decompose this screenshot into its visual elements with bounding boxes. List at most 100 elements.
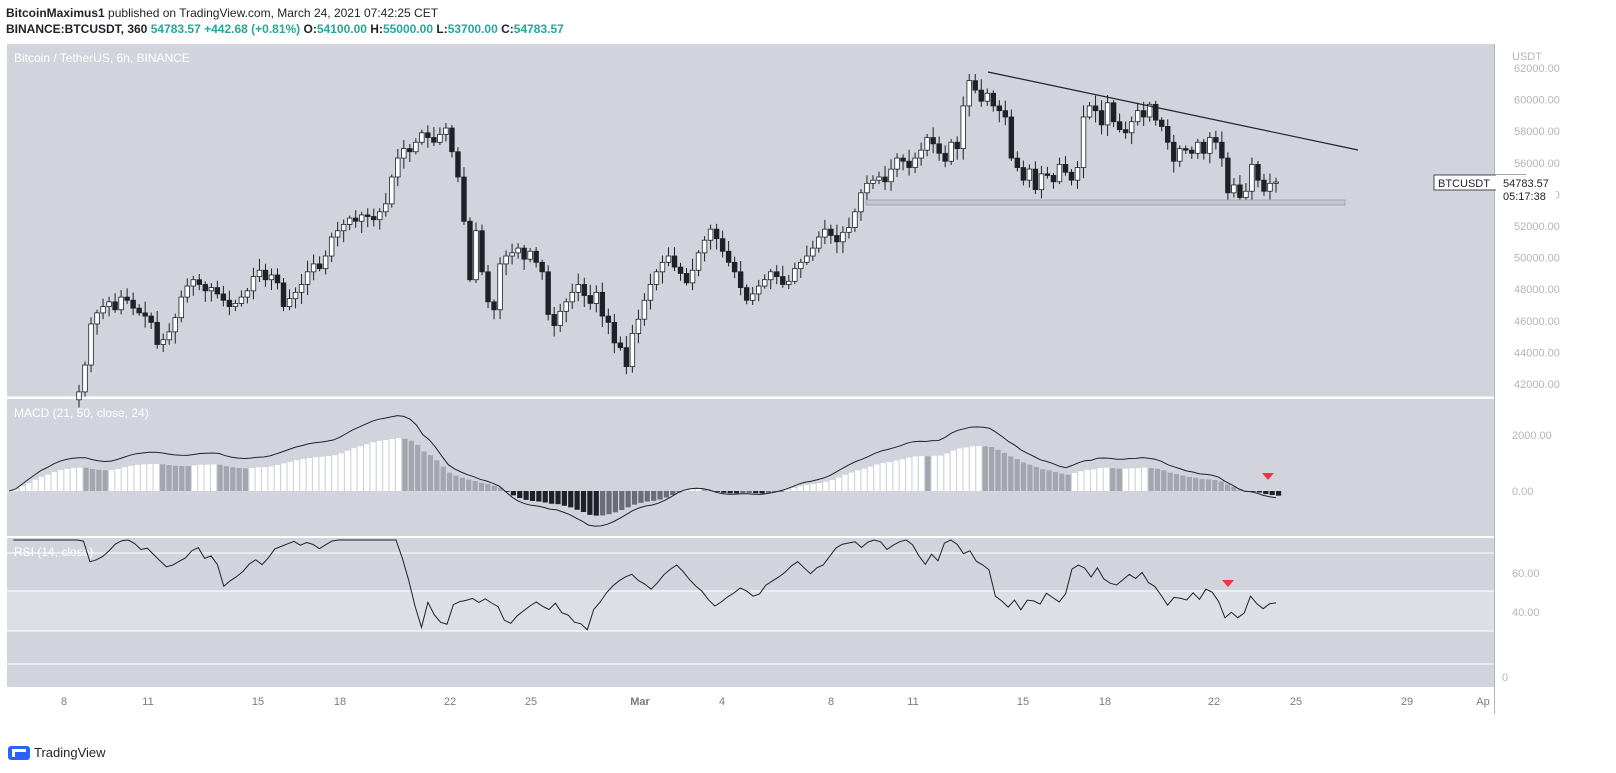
candle — [539, 259, 545, 280]
candle — [1026, 164, 1033, 188]
candle — [731, 256, 738, 279]
low-label: L: — [436, 22, 448, 36]
candle — [647, 273, 654, 310]
time-tick-1: 11 — [142, 696, 153, 708]
candle — [184, 278, 190, 303]
time-tick-6: Mar — [630, 696, 650, 708]
candle — [852, 208, 858, 232]
footer: TradingView — [8, 745, 106, 760]
price-pane[interactable] — [7, 44, 1494, 397]
last-value: 54783.57 — [150, 22, 201, 36]
candle — [816, 231, 822, 253]
time-tick-5: 25 — [525, 696, 537, 708]
price-tick-2: 58000.00 — [1514, 126, 1560, 138]
time-axis[interactable] — [7, 687, 1494, 714]
candle — [876, 171, 882, 185]
rsi-label: RSI (14, close) — [14, 545, 93, 559]
candle — [1002, 100, 1009, 126]
candle — [118, 290, 124, 315]
candle — [82, 361, 88, 397]
candle — [780, 265, 786, 288]
candle — [641, 293, 648, 326]
candle — [623, 336, 630, 375]
candle — [178, 290, 184, 323]
candle — [1213, 130, 1219, 150]
candle — [828, 224, 834, 244]
candle — [948, 139, 954, 165]
candle — [930, 127, 936, 154]
symbol-label: BINANCE:BTCUSDT, 360 — [6, 22, 148, 36]
macd-pane[interactable] — [7, 399, 1494, 536]
candle — [768, 268, 774, 290]
candle — [725, 241, 732, 267]
candle — [737, 260, 744, 296]
support-zone[interactable] — [865, 199, 1346, 206]
price-tick-10: 42000.00 — [1514, 379, 1560, 391]
candle — [503, 250, 509, 276]
candle — [298, 273, 305, 304]
candle — [990, 90, 996, 112]
time-tick-0: 8 — [61, 696, 67, 708]
candle — [870, 175, 876, 190]
candle — [1183, 145, 1189, 154]
candle — [545, 265, 551, 321]
macd-tick-0: 0.00 — [1512, 486, 1533, 498]
candle — [383, 193, 389, 217]
candle — [491, 299, 497, 320]
candle — [834, 224, 840, 254]
time-tick-9: 11 — [907, 696, 918, 708]
candle — [798, 258, 804, 278]
candle — [346, 215, 353, 231]
candle — [762, 274, 768, 289]
price-tick-3: 56000.00 — [1514, 158, 1560, 170]
last-price-tag — [1496, 175, 1556, 203]
time-tick-15: Ap — [1476, 696, 1489, 708]
candle — [316, 256, 323, 272]
candle — [304, 260, 311, 295]
price-axis[interactable] — [1495, 44, 1616, 687]
candle — [485, 264, 491, 309]
candle — [106, 296, 112, 317]
candle — [1140, 101, 1147, 127]
candle — [142, 301, 148, 328]
candle — [94, 309, 100, 335]
candle — [1255, 160, 1261, 188]
candle — [407, 144, 413, 162]
candle — [978, 79, 984, 107]
candle — [1104, 94, 1111, 136]
time-tick-3: 18 — [334, 696, 346, 708]
candle — [136, 304, 142, 316]
candle — [659, 255, 666, 284]
candle — [88, 317, 94, 373]
candle — [166, 323, 172, 345]
candle — [274, 268, 281, 290]
author-name[interactable]: BitcoinMaximus1 — [6, 6, 105, 20]
time-tick-labels: 8 11 15 18 22 25 Mar 4 8 11 15 18 22 25 29 Ap — [61, 696, 1490, 708]
candle — [587, 284, 593, 310]
candle — [148, 312, 154, 329]
candle — [1080, 105, 1087, 179]
footer-brand[interactable]: TradingView — [34, 745, 106, 760]
candles[interactable] — [76, 74, 1279, 408]
candle — [653, 268, 660, 291]
candle — [220, 285, 227, 307]
publish-date: published on TradingView.com, March 24, … — [108, 6, 439, 20]
ohlc-bar: BINANCE:BTCUSDT, 360 54783.57 +442.68 (+… — [6, 22, 564, 36]
resistance-trendline[interactable] — [987, 71, 1359, 151]
candle — [599, 282, 606, 328]
candle — [774, 265, 780, 285]
macd-histogram — [7, 438, 1282, 516]
candle — [340, 219, 347, 243]
candle — [1177, 145, 1183, 167]
candle — [100, 298, 106, 320]
candle — [238, 290, 245, 307]
candle — [954, 136, 960, 160]
price-tick-7: 48000.00 — [1514, 284, 1560, 296]
candle — [334, 221, 341, 247]
candle — [1116, 113, 1123, 133]
candle — [328, 232, 335, 263]
candle — [1267, 173, 1273, 201]
candle — [112, 293, 118, 313]
candle — [172, 313, 178, 344]
